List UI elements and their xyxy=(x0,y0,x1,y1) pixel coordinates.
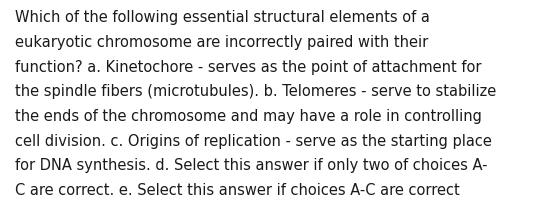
Text: cell division. c. Origins of replication - serve as the starting place: cell division. c. Origins of replication… xyxy=(15,134,492,149)
Text: Which of the following essential structural elements of a: Which of the following essential structu… xyxy=(15,10,430,25)
Text: for DNA synthesis. d. Select this answer if only two of choices A-: for DNA synthesis. d. Select this answer… xyxy=(15,158,488,173)
Text: eukaryotic chromosome are incorrectly paired with their: eukaryotic chromosome are incorrectly pa… xyxy=(15,35,429,50)
Text: function? a. Kinetochore - serves as the point of attachment for: function? a. Kinetochore - serves as the… xyxy=(15,60,482,75)
Text: the ends of the chromosome and may have a role in controlling: the ends of the chromosome and may have … xyxy=(15,109,482,124)
Text: the spindle fibers (microtubules). b. Telomeres - serve to stabilize: the spindle fibers (microtubules). b. Te… xyxy=(15,84,496,99)
Text: C are correct. e. Select this answer if choices A-C are correct: C are correct. e. Select this answer if … xyxy=(15,183,460,198)
